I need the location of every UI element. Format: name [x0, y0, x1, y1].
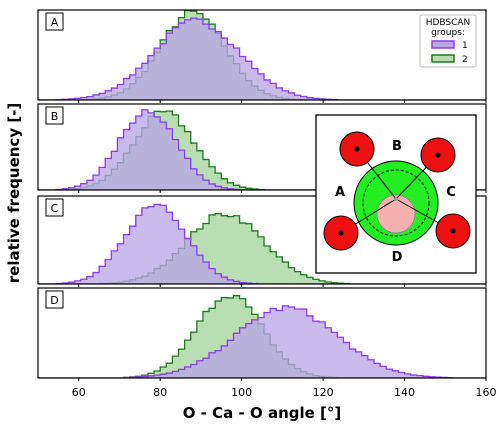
panel-a: A [37, 9, 487, 103]
hist-series-1-panel-b [38, 109, 486, 190]
x-tick-label-120: 120 [313, 386, 334, 399]
dashed-ring [362, 169, 430, 237]
legend: HDBSCAN groups: 1 2 [419, 14, 477, 68]
x-tick-label-160: 160 [476, 386, 496, 399]
inset-label-a: A [335, 185, 345, 200]
panel-label-box-a [45, 12, 64, 31]
x-tick-label-140: 140 [394, 386, 415, 399]
panel-label-box-b [45, 106, 64, 125]
panel-label-b: B [51, 110, 59, 123]
inset-diagram: A B C D [315, 114, 477, 274]
hist-series-1-panel-a [38, 17, 486, 100]
panel-frame-d [37, 287, 487, 379]
inset-label-d: D [392, 250, 403, 265]
panel-label-c: C [51, 202, 59, 215]
legend-label-2: 2 [462, 55, 468, 65]
panel-d: D [37, 287, 487, 381]
oxygen-dot-tl [354, 146, 360, 152]
panel-c: C [37, 195, 487, 287]
panels-group: A B C D [37, 9, 487, 381]
oxygen-dot-bl [338, 230, 344, 236]
x-tick-label-80: 80 [153, 386, 167, 399]
legend-label-1: 1 [462, 41, 468, 51]
legend-swatch-1 [431, 40, 455, 49]
panel-label-box-c [45, 198, 64, 217]
panel-frame-a [37, 9, 487, 101]
panel-frame-b [37, 103, 487, 191]
x-tick-label-60: 60 [72, 386, 86, 399]
panel-label-d: D [50, 294, 58, 307]
x-axis-label: O - Ca - O angle [°] [183, 404, 341, 422]
inset-label-b: B [392, 139, 402, 154]
oxygen-dot-tr [435, 152, 441, 158]
panel-b: B [37, 103, 487, 193]
oxygen-dot-br [450, 228, 456, 234]
hist-series-1-panel-d [38, 305, 486, 378]
panel-label-box-d [45, 290, 64, 309]
x-tick-label-100: 100 [231, 386, 252, 399]
legend-swatch-2 [431, 54, 455, 63]
panel-frame-c [37, 195, 487, 285]
x-axis: 60 80 100 120 140 160 [72, 386, 496, 399]
legend-title-line2: groups: [431, 28, 465, 38]
y-axis-label: relative frequency [-] [5, 103, 23, 284]
ca-center-dot [394, 197, 398, 201]
hist-series-1-panel-c [38, 203, 486, 284]
legend-title-line1: HDBSCAN [426, 18, 471, 28]
panel-label-a: A [51, 16, 59, 29]
inset-label-c: C [446, 185, 456, 200]
